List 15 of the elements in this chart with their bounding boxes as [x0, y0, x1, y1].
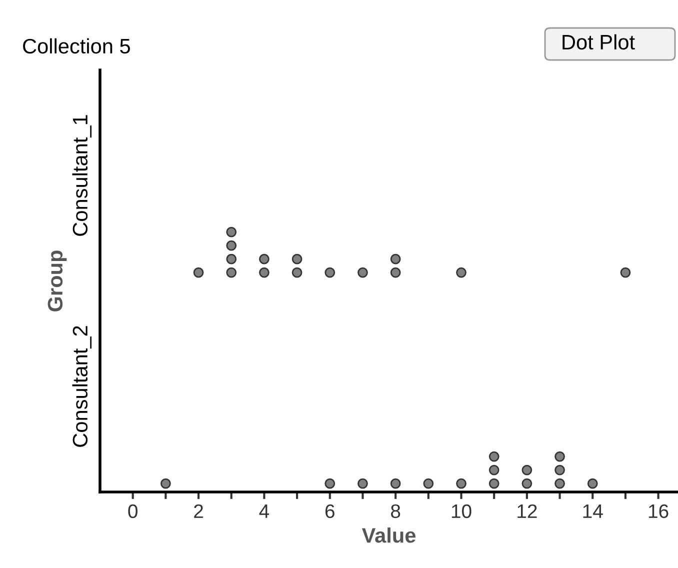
x-tick-label: 10 [452, 504, 472, 518]
x-tick-label: 14 [583, 504, 603, 518]
x-axis-title: Value [362, 527, 416, 543]
x-tick-label: 4 [259, 504, 270, 518]
x-tick-label: 12 [518, 504, 537, 518]
x-tick-label: 2 [194, 504, 203, 518]
y-tick-label: Consultant_2 [72, 326, 92, 447]
x-tick-label: 0 [128, 504, 138, 518]
y-tick-label: Consultant_1 [72, 115, 92, 236]
x-tick-label: 8 [391, 504, 400, 518]
x-tick-label: 16 [648, 504, 668, 518]
x-tick-label: 6 [325, 504, 334, 518]
text: Dot Plot [562, 34, 635, 50]
y-axis-title: Group [48, 250, 67, 312]
chart-title: Collection 5 [23, 38, 130, 54]
